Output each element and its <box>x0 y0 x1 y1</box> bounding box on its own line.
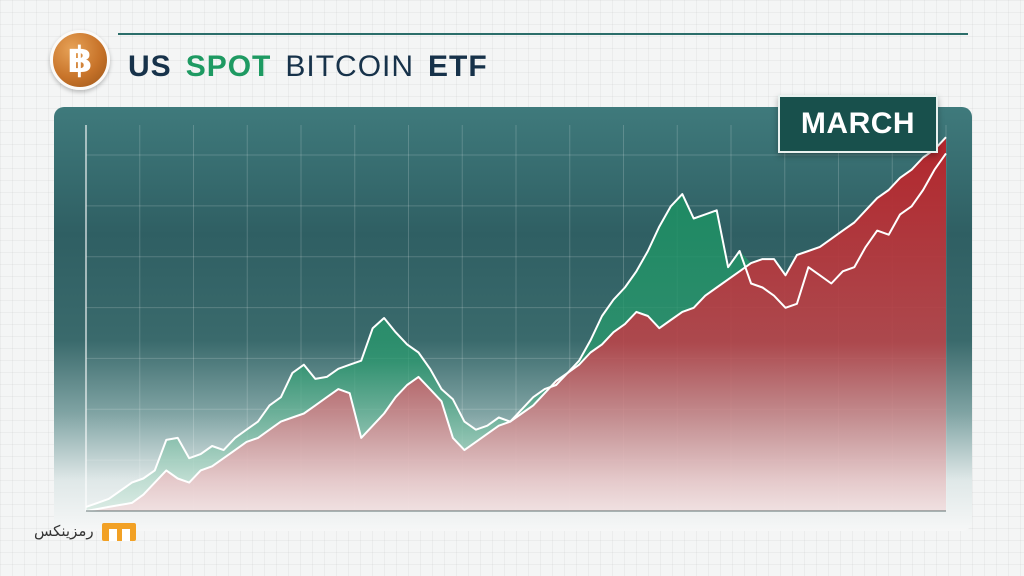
watermark-text: رمزینکس <box>34 522 94 540</box>
price-chart <box>85 125 947 512</box>
page-title: US SPOT BITCOIN ETF <box>128 50 488 86</box>
lower-series-line <box>85 136 947 512</box>
bitcoin-logo-icon: ฿ <box>50 30 110 90</box>
axes <box>85 125 946 512</box>
header-rule <box>118 33 968 35</box>
title-bitcoin: BITCOIN <box>285 50 415 83</box>
watermark: رمزینکس <box>34 520 136 542</box>
bitcoin-symbol: ฿ <box>67 39 93 81</box>
upper-series-line <box>85 152 947 508</box>
chart-panel <box>54 107 972 531</box>
title-us: US <box>128 50 172 83</box>
callout-label: MARCH <box>800 107 916 140</box>
lower-series-area <box>86 137 946 511</box>
brand-mark-icon <box>101 521 136 541</box>
march-callout: MARCH <box>778 95 938 153</box>
title-etf: ETF <box>428 50 488 83</box>
title-spot: SPOT <box>185 50 272 83</box>
series-lines <box>85 136 947 512</box>
